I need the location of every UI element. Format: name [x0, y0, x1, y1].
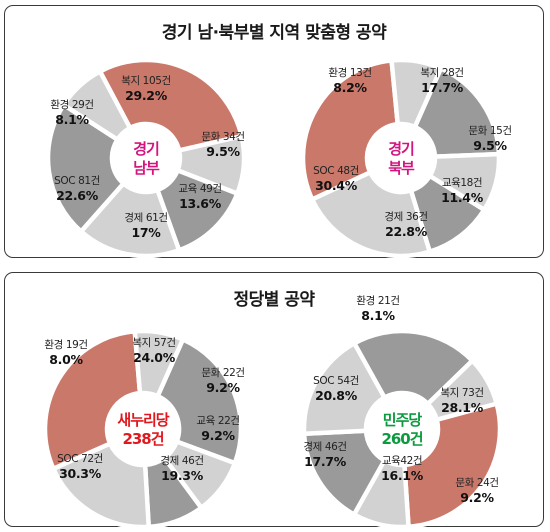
slice-label: SOC 48건	[313, 165, 359, 177]
slice-percent: 17%	[131, 225, 161, 240]
slice-label: SOC 72건	[57, 453, 103, 465]
slice-percent: 17.7%	[421, 80, 464, 95]
slice-label: 복지 105건	[121, 75, 171, 87]
slice-percent: 9.2%	[206, 380, 240, 395]
center-label: 260건	[381, 430, 422, 448]
slice-label: 문화 34건	[201, 131, 244, 143]
slice-percent: 9.5%	[473, 138, 507, 153]
slice-percent: 13.6%	[179, 196, 222, 211]
slice-label: 환경 19건	[44, 338, 87, 351]
center-label: 경기	[388, 140, 414, 158]
slice-percent: 9.5%	[206, 144, 240, 159]
slice-percent: 9.2%	[201, 428, 235, 443]
slice-percent: 22.6%	[56, 188, 99, 203]
slice-label: 경제 46건	[303, 440, 346, 453]
center-label: 민주당	[383, 411, 423, 429]
slice-label: 교육42건	[382, 455, 422, 467]
panel-title: 정당별 공약	[233, 290, 315, 310]
center-label: 새누리당	[117, 411, 169, 429]
slice-label: 교육 49건	[178, 183, 221, 195]
slice-label: 복지 73건	[440, 387, 483, 399]
center-label: 북부	[388, 159, 415, 177]
slice-label: 경제 61건	[124, 211, 167, 224]
donut-hub	[366, 123, 436, 193]
donut-hub	[365, 392, 439, 466]
slice-percent: 20.8%	[315, 388, 358, 403]
donut-hub	[111, 123, 181, 193]
slice-percent: 24.0%	[133, 350, 176, 365]
slice-percent: 8.1%	[55, 112, 89, 127]
slice-label: 문화 15건	[468, 125, 511, 137]
slice-percent: 28.1%	[441, 400, 484, 415]
slice-percent: 29.2%	[125, 88, 168, 103]
center-label: 238건	[122, 430, 163, 448]
center-label: 경기	[133, 140, 159, 158]
slice-label: 경제 46건	[160, 454, 203, 467]
slice-percent: 16.1%	[381, 468, 424, 483]
slice-label: SOC 54건	[313, 375, 359, 387]
slice-percent: 22.8%	[385, 224, 428, 239]
panel-title: 경기 남·북부별 지역 맞춤형 공약	[161, 23, 387, 43]
slice-label: 교육 22건	[196, 415, 239, 427]
slice-percent: 19.3%	[161, 468, 204, 483]
slice-label: 환경 21건	[356, 294, 399, 307]
slice-percent: 9.2%	[460, 490, 494, 505]
slice-label: 경제 36건	[384, 210, 427, 223]
slice-label: 복지 28건	[420, 67, 463, 79]
slice-percent: 8.1%	[361, 308, 395, 323]
donut-hub	[106, 392, 180, 466]
slice-percent: 17.7%	[304, 454, 347, 469]
slice-label: 환경 13건	[328, 66, 371, 79]
slice-percent: 11.4%	[441, 190, 484, 205]
slice-percent: 8.0%	[49, 352, 83, 367]
slice-label: 문화 24건	[455, 477, 498, 489]
center-label: 남부	[133, 159, 160, 177]
slice-percent: 30.4%	[315, 178, 358, 193]
slice-label: 복지 57건	[132, 337, 175, 349]
slice-percent: 8.2%	[333, 80, 367, 95]
slice-label: 환경 29건	[50, 98, 93, 111]
slice-label: 교육18건	[442, 177, 482, 189]
slice-label: SOC 81건	[54, 175, 100, 187]
slice-percent: 30.3%	[59, 466, 102, 481]
slice-label: 문화 22건	[201, 367, 244, 379]
